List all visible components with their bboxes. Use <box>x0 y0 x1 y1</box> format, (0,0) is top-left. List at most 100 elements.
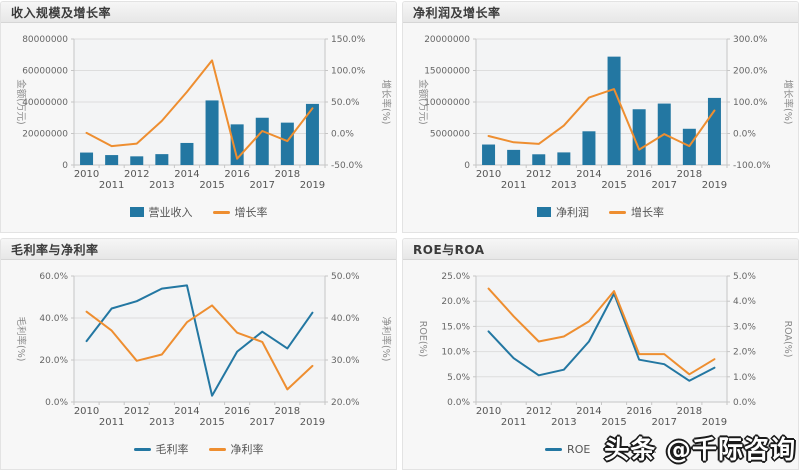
svg-text:0: 0 <box>464 161 470 171</box>
legend-item-roa[interactable]: ROA <box>610 443 656 456</box>
line-series-swatch-icon <box>545 447 563 451</box>
line-series-swatch-icon <box>610 447 628 451</box>
svg-text:5000000: 5000000 <box>430 130 470 140</box>
svg-text:20.0%: 20.0% <box>441 297 470 307</box>
line-series-swatch-icon <box>609 210 626 214</box>
svg-text:金额(万元): 金额(万元) <box>417 79 429 124</box>
svg-text:2019: 2019 <box>300 417 325 428</box>
svg-text:2010: 2010 <box>476 406 501 417</box>
panel-title: 净利润及增长率 <box>413 5 501 20</box>
svg-text:2011: 2011 <box>99 417 124 428</box>
svg-text:2013: 2013 <box>551 417 576 428</box>
svg-text:15.0%: 15.0% <box>441 322 470 332</box>
legend-label: 增长率 <box>234 206 268 219</box>
legend-item-gross-margin[interactable]: 毛利率 <box>133 441 189 457</box>
panel-body: 80000000 150.0% 60000000 100.0% 40000000 50.0… <box>1 23 396 221</box>
legend-item-netprofit[interactable]: 净利润 <box>537 204 589 220</box>
panel-margins: 毛利率与净利率 60.0% 50.0% 40.0% 40.0% 20.0% 30.0% 0.… <box>0 238 397 470</box>
legend-label: ROE <box>567 442 591 456</box>
svg-text:2010: 2010 <box>476 169 501 180</box>
svg-text:2019: 2019 <box>300 180 325 191</box>
chart-legend: ROE ROA <box>406 440 795 458</box>
svg-text:50.0%: 50.0% <box>331 272 360 282</box>
svg-text:30.0%: 30.0% <box>331 356 360 366</box>
svg-text:25.0%: 25.0% <box>441 272 470 282</box>
svg-text:2017: 2017 <box>652 417 677 428</box>
svg-text:200.0%: 200.0% <box>733 67 768 77</box>
panel-title: ROE与ROA <box>413 242 485 257</box>
svg-text:0: 0 <box>62 161 68 171</box>
svg-text:2018: 2018 <box>275 169 300 180</box>
legend-item-growth-rate[interactable]: 增长率 <box>212 204 268 220</box>
line-series-swatch-icon <box>212 210 230 214</box>
legend-item-net-margin[interactable]: 净利率 <box>208 441 264 457</box>
svg-text:2013: 2013 <box>551 180 576 191</box>
svg-text:0.0%: 0.0% <box>45 398 68 408</box>
roe-roa-chart[interactable]: 25.0% 5.0% 20.0% 4.0% 15.0% 3.0% 10.0% 2.0% 5.0%… <box>406 266 795 436</box>
svg-text:2012: 2012 <box>124 169 149 180</box>
line-series-swatch-icon <box>208 447 226 451</box>
svg-text:2015: 2015 <box>199 417 224 428</box>
svg-text:0.0%: 0.0% <box>447 398 470 408</box>
svg-text:2012: 2012 <box>526 406 551 417</box>
panel-title: 收入规模及增长率 <box>11 5 112 20</box>
svg-text:1.0%: 1.0% <box>733 373 756 383</box>
svg-text:金额(万元): 金额(万元) <box>15 79 27 124</box>
margins-chart[interactable]: 60.0% 50.0% 40.0% 40.0% 20.0% 30.0% 0.0% 20.0% 2… <box>4 266 393 436</box>
svg-text:2018: 2018 <box>677 406 702 417</box>
svg-text:20.0%: 20.0% <box>331 398 360 408</box>
bar-series-swatch-icon <box>129 207 144 217</box>
panel-title: 毛利率与净利率 <box>11 242 99 257</box>
svg-text:2.0%: 2.0% <box>733 348 756 358</box>
svg-text:20000000: 20000000 <box>22 130 68 140</box>
svg-text:300.0%: 300.0% <box>733 35 768 45</box>
panel-revenue-growth: 收入规模及增长率 80000000 150.0% 60000000 100.0% 400… <box>0 1 397 233</box>
svg-text:增长率(%): 增长率(%) <box>782 80 794 125</box>
svg-text:15000000: 15000000 <box>424 67 470 77</box>
svg-text:60000000: 60000000 <box>22 67 68 77</box>
svg-text:60.0%: 60.0% <box>39 272 68 282</box>
panel-body: 20000000 300.0% 15000000 200.0% 10000000 100.… <box>403 23 798 221</box>
chart-legend: 净利润 增长率 <box>406 203 795 221</box>
svg-text:2013: 2013 <box>149 417 174 428</box>
panel-body: 25.0% 5.0% 20.0% 4.0% 15.0% 3.0% 10.0% 2.0% 5.0%… <box>403 260 798 458</box>
svg-text:0.0%: 0.0% <box>733 398 756 408</box>
svg-text:150.0%: 150.0% <box>331 35 366 45</box>
legend-item-growth-rate[interactable]: 增长率 <box>609 204 664 220</box>
svg-text:2019: 2019 <box>702 417 727 428</box>
svg-text:2014: 2014 <box>174 406 199 417</box>
revenue-growth-chart[interactable]: 80000000 150.0% 60000000 100.0% 40000000 50.0… <box>4 29 393 199</box>
svg-text:毛利率(%): 毛利率(%) <box>15 317 27 362</box>
svg-text:3.0%: 3.0% <box>733 322 756 332</box>
svg-text:2017: 2017 <box>250 180 275 191</box>
svg-text:2019: 2019 <box>702 180 727 191</box>
legend-item-revenue[interactable]: 营业收入 <box>129 204 193 220</box>
svg-text:2016: 2016 <box>626 169 651 180</box>
svg-text:2016: 2016 <box>224 406 249 417</box>
panel-header: 毛利率与净利率 <box>1 239 396 260</box>
bar-series-swatch-icon <box>537 207 551 217</box>
svg-text:10.0%: 10.0% <box>441 348 470 358</box>
svg-text:净利率(%): 净利率(%) <box>380 317 392 362</box>
svg-text:2014: 2014 <box>576 406 601 417</box>
chart-legend: 毛利率 净利率 <box>4 440 393 458</box>
panel-body: 60.0% 50.0% 40.0% 40.0% 20.0% 30.0% 0.0% 20.0% 2… <box>1 260 396 458</box>
svg-text:40.0%: 40.0% <box>331 314 360 324</box>
panel-roe-roa: ROE与ROA 25.0% 5.0% 20.0% 4.0% 15.0% 3.0% 10.0%… <box>402 238 799 470</box>
netprofit-growth-chart[interactable]: 20000000 300.0% 15000000 200.0% 10000000 100.… <box>406 29 795 199</box>
legend-label: 净利率 <box>230 443 264 456</box>
svg-text:增长率(%): 增长率(%) <box>380 80 392 125</box>
svg-text:5.0%: 5.0% <box>733 272 756 282</box>
svg-text:100.0%: 100.0% <box>331 67 366 77</box>
svg-text:2011: 2011 <box>501 417 526 428</box>
legend-item-roe[interactable]: ROE <box>545 443 590 456</box>
svg-text:ROA(%): ROA(%) <box>782 321 793 358</box>
legend-label: 净利润 <box>556 206 589 219</box>
svg-text:40000000: 40000000 <box>22 98 68 108</box>
svg-text:2016: 2016 <box>224 169 249 180</box>
svg-text:2015: 2015 <box>199 180 224 191</box>
svg-text:80000000: 80000000 <box>22 35 68 45</box>
svg-text:10000000: 10000000 <box>424 98 470 108</box>
panel-header: 净利润及增长率 <box>403 2 798 23</box>
